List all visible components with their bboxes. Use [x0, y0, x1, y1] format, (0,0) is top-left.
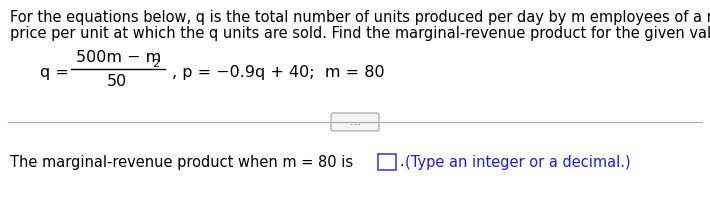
FancyBboxPatch shape	[331, 113, 379, 131]
Text: price per unit at which the q units are sold. Find the marginal-revenue product : price per unit at which the q units are …	[10, 26, 710, 41]
Text: 50: 50	[107, 74, 127, 89]
Text: .: .	[399, 155, 404, 170]
Text: (Type an integer or a decimal.): (Type an integer or a decimal.)	[405, 155, 630, 170]
Text: , p = −0.9q + 40;  m = 80: , p = −0.9q + 40; m = 80	[172, 64, 385, 79]
Text: 500m − m: 500m − m	[76, 50, 161, 64]
Text: …: …	[349, 117, 361, 127]
Bar	[378, 154, 396, 170]
Text: 2: 2	[152, 59, 159, 69]
Text: q =: q =	[40, 64, 69, 79]
Text: The marginal-revenue product when m = 80 is: The marginal-revenue product when m = 80…	[10, 155, 353, 170]
Text: For the equations below, q is the total number of units produced per day by m em: For the equations below, q is the total …	[10, 10, 710, 25]
